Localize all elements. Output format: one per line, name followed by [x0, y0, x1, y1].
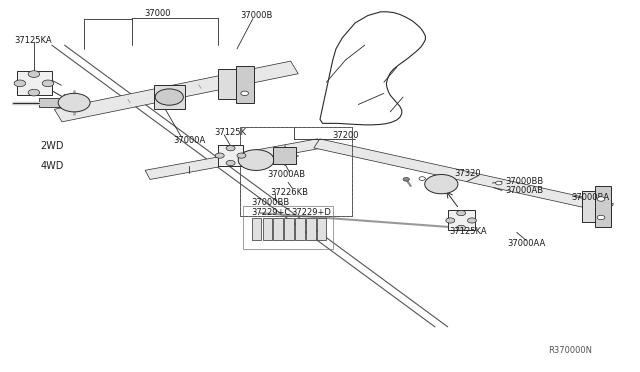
Bar — [39, 98, 74, 107]
Circle shape — [237, 153, 246, 158]
Bar — [317, 218, 326, 240]
Text: 4WD: 4WD — [40, 161, 63, 171]
Circle shape — [425, 174, 458, 194]
Bar — [262, 218, 272, 240]
Circle shape — [446, 218, 455, 223]
Circle shape — [215, 153, 224, 158]
Bar — [240, 127, 352, 216]
Text: 37000A: 37000A — [173, 136, 205, 145]
Circle shape — [14, 80, 26, 87]
Text: 2WD: 2WD — [40, 141, 64, 151]
Bar — [273, 147, 296, 164]
Circle shape — [457, 225, 466, 231]
Text: 37000AB: 37000AB — [505, 186, 543, 195]
Circle shape — [597, 197, 605, 201]
Bar — [595, 186, 611, 227]
Polygon shape — [54, 61, 298, 122]
Circle shape — [156, 89, 183, 105]
Text: 37000BB: 37000BB — [505, 177, 543, 186]
Text: 37200: 37200 — [333, 131, 359, 141]
Text: 37000BA: 37000BA — [571, 193, 609, 202]
Bar — [218, 145, 243, 166]
Text: 37226KB: 37226KB — [270, 188, 308, 197]
Circle shape — [226, 160, 235, 166]
Text: 37000AA: 37000AA — [507, 239, 545, 248]
Bar — [240, 127, 352, 216]
Bar — [448, 210, 474, 231]
Text: 37125KA: 37125KA — [15, 36, 52, 45]
Circle shape — [467, 218, 476, 223]
Circle shape — [419, 177, 426, 180]
Circle shape — [28, 89, 40, 96]
Bar — [243, 206, 333, 249]
Text: 37125KA: 37125KA — [450, 227, 487, 237]
Bar — [252, 218, 261, 240]
Bar — [284, 218, 294, 240]
Circle shape — [42, 80, 54, 87]
Circle shape — [58, 93, 90, 112]
Text: R370000N: R370000N — [548, 346, 593, 355]
Circle shape — [238, 150, 274, 170]
Text: 37229+D: 37229+D — [291, 208, 331, 217]
Polygon shape — [145, 139, 323, 179]
Polygon shape — [320, 12, 426, 125]
Circle shape — [597, 215, 605, 220]
Bar — [17, 71, 52, 95]
Bar — [273, 218, 283, 240]
Text: 37320: 37320 — [454, 169, 481, 177]
Bar — [236, 65, 253, 103]
Circle shape — [28, 71, 40, 77]
Bar — [306, 218, 316, 240]
Circle shape — [495, 181, 502, 185]
Bar — [582, 191, 596, 222]
Bar — [218, 69, 237, 99]
Circle shape — [403, 177, 410, 181]
Text: 37229+C: 37229+C — [252, 208, 291, 217]
Bar — [154, 85, 184, 109]
Bar — [295, 218, 305, 240]
Text: 37000AB: 37000AB — [268, 170, 306, 179]
Polygon shape — [314, 139, 614, 213]
Text: 37000BB: 37000BB — [252, 198, 290, 207]
Text: 37000B: 37000B — [240, 11, 273, 20]
Circle shape — [241, 91, 248, 96]
Text: 37000: 37000 — [145, 9, 171, 18]
Text: 37125K: 37125K — [214, 128, 246, 137]
Circle shape — [226, 145, 235, 151]
Circle shape — [457, 211, 466, 216]
